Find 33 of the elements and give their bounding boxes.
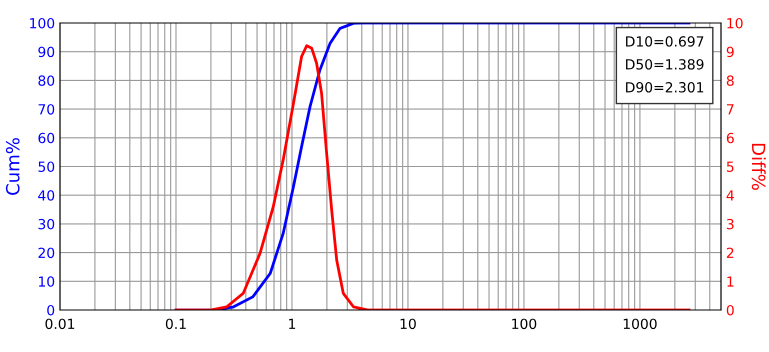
y2-tick-label: 8 [726, 75, 734, 86]
y2-tick-label: 2 [726, 248, 734, 258]
y2-tick-label: 4 [726, 190, 734, 200]
y2-tick-label: 1 [727, 276, 734, 287]
y2-tick-label: 9 [726, 46, 734, 58]
y-tick-label: 20 [38, 248, 54, 258]
x-tick-label: 10 [400, 318, 416, 330]
y2-tick-label: 6 [726, 132, 734, 144]
x-tick-label: 1000 [624, 318, 657, 330]
y-tick-label: 10 [38, 276, 54, 287]
y-tick-label: 50 [38, 161, 54, 172]
y-tick-label: 70 [38, 104, 54, 115]
y-tick-label: 30 [38, 218, 54, 230]
x-tick-label: 0.1 [166, 318, 186, 330]
x-tick-label: 1 [289, 318, 296, 329]
y2-tick-label: 0 [726, 304, 734, 316]
y-tick-label: 40 [38, 190, 54, 201]
y-tick-label: 0 [47, 304, 54, 316]
annotation: D90=2.301 [626, 82, 704, 93]
y-axis-title: Cum% [6, 138, 20, 195]
y2-tick-label: 7 [727, 104, 734, 114]
y2-tick-label: 3 [726, 218, 734, 230]
y2-axis-title: Diff% [752, 144, 766, 190]
x-tick-label: 100 [512, 318, 536, 330]
annotation: D10=0.697 [626, 36, 704, 47]
x-tick-label: 0.01 [45, 318, 74, 330]
y2-tick-label: 5 [726, 162, 734, 172]
y-tick-label: 60 [38, 132, 54, 144]
y-tick-label: 100 [30, 18, 54, 28]
y-tick-label: 80 [38, 75, 54, 86]
y2-tick-label: 10 [727, 18, 743, 28]
annotation: D50=1.389 [626, 59, 704, 70]
y-tick-label: 90 [38, 46, 54, 58]
